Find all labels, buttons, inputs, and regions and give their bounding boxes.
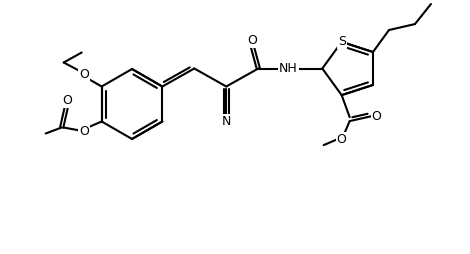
Text: O: O	[247, 34, 257, 47]
Text: S: S	[337, 35, 345, 48]
Text: O: O	[62, 94, 71, 107]
Text: O: O	[79, 125, 89, 138]
Text: N: N	[222, 115, 231, 128]
Text: NH: NH	[279, 62, 298, 75]
Text: O: O	[372, 110, 382, 123]
Text: O: O	[79, 68, 89, 81]
Text: O: O	[337, 133, 346, 146]
